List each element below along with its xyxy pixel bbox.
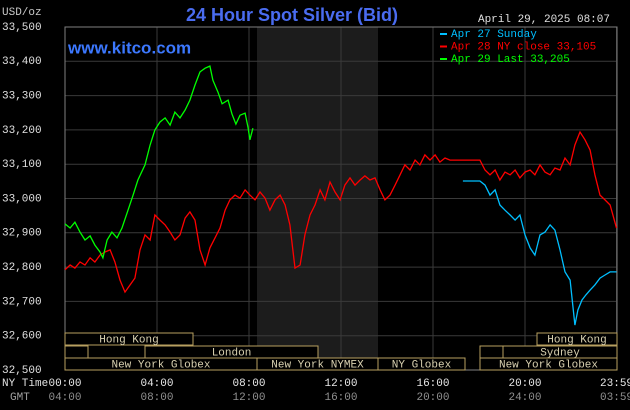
x-tick-label: 04:00 — [140, 378, 173, 390]
session-box — [64, 332, 194, 346]
x2-tick-label: 24:00 — [508, 392, 541, 404]
session-label: NY Globex — [392, 359, 452, 371]
session-label: New York Globex — [499, 359, 598, 371]
x2-tick-label: 16:00 — [324, 392, 357, 404]
session-label: Sydney — [540, 347, 580, 359]
y-tick-label: 33,200 — [2, 125, 42, 137]
x2-tick-label: 03:59 — [600, 392, 630, 404]
session-box — [479, 357, 618, 371]
x-tick-label: 12:00 — [324, 378, 357, 390]
x2-tick-label: 20:00 — [416, 392, 449, 404]
timestamp: April 29, 2025 08:07 — [478, 14, 610, 26]
price-line — [462, 180, 617, 326]
y-tick-label: 32,600 — [2, 331, 42, 343]
y-tick-label: 33,300 — [2, 91, 42, 103]
x-tick-label: 20:00 — [508, 378, 541, 390]
x2-tick-label: 04:00 — [48, 392, 81, 404]
y-tick-label: 32,800 — [2, 262, 42, 274]
session-label: Hong Kong — [99, 334, 158, 346]
x-tick-label: 23:59 — [600, 378, 630, 390]
x-axis-label: NY Time — [2, 378, 48, 390]
legend-label: Apr 27 Sunday — [451, 29, 537, 41]
x-tick-label: 16:00 — [416, 378, 449, 390]
chart-title: 24 Hour Spot Silver (Bid) — [186, 5, 398, 25]
watermark: www.kitco.com — [67, 38, 191, 57]
price-line — [64, 65, 254, 260]
session-label: New York Globex — [111, 359, 210, 371]
y-tick-label: 33,400 — [2, 56, 42, 68]
price-line — [64, 130, 618, 294]
y-tick-label: 32,500 — [2, 365, 42, 377]
x2-tick-label: 08:00 — [140, 392, 173, 404]
y-tick-label: 33,100 — [2, 159, 42, 171]
y-tick-label: 32,700 — [2, 296, 42, 308]
legend-label: Apr 29 Last 33,205 — [451, 54, 570, 66]
session-label: Hong Kong — [547, 334, 606, 346]
x-tick-label: 08:00 — [232, 378, 265, 390]
session-label: New York NYMEX — [271, 359, 364, 371]
y-tick-label: 32,900 — [2, 228, 42, 240]
y-tick-label: 33,500 — [2, 22, 42, 34]
session-box — [377, 357, 466, 371]
session-box — [536, 332, 618, 346]
x2-tick-label: 12:00 — [232, 392, 265, 404]
legend-label: Apr 28 NY close 33,105 — [451, 41, 596, 53]
session-label: London — [212, 347, 252, 359]
y-tick-label: 33,000 — [2, 193, 42, 205]
y-axis-label: USD/oz — [2, 7, 42, 19]
x2-axis-label: GMT — [10, 392, 30, 404]
x-tick-label: 00:00 — [48, 378, 81, 390]
